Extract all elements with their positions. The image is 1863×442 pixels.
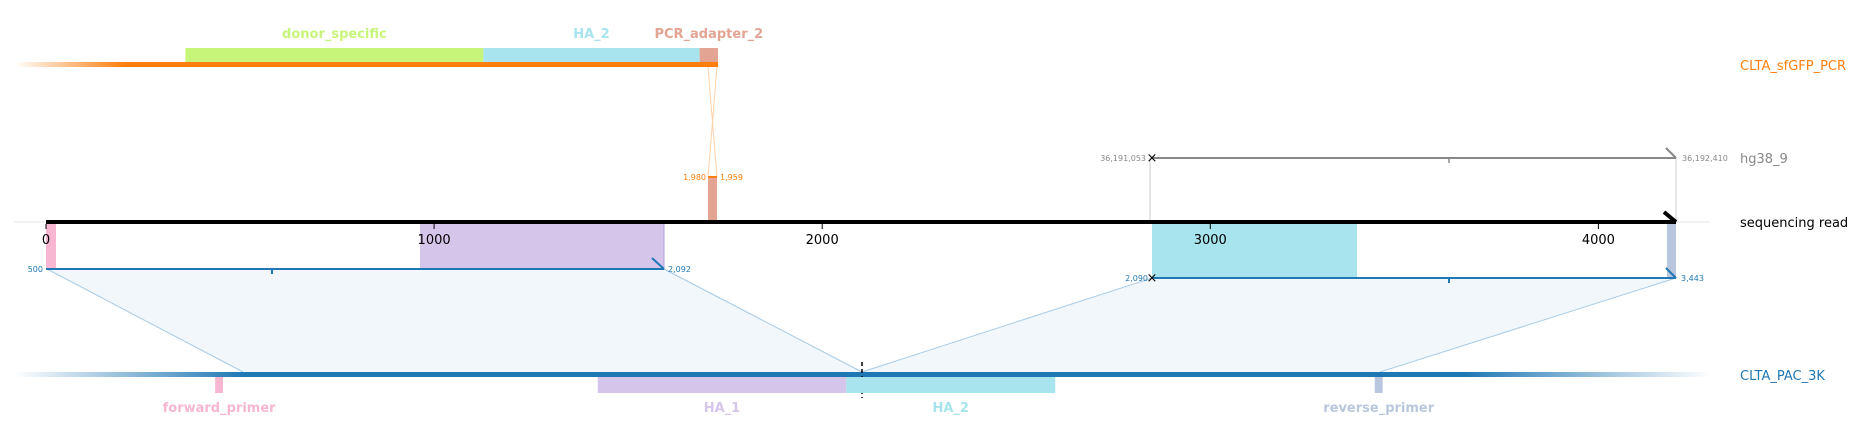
target-alignment-1-right-label: 2,092 (668, 265, 691, 274)
genome-end-arrow (1665, 147, 1677, 159)
read-span-ha-1 (420, 222, 664, 269)
target-feature-label-forward-primer: forward_primer (163, 401, 277, 416)
target-feature-label-ha-1: HA_1 (704, 401, 741, 416)
target-alignment-2-left-label: 2,090 (1125, 274, 1148, 283)
read-line (46, 220, 1676, 224)
alignment-edge (663, 268, 863, 373)
donor-alignment-right-label: 1,959 (720, 173, 743, 182)
target-feature-label-ha-2: HA_2 (932, 401, 969, 416)
target-alignment-1-arrow (651, 257, 665, 270)
read-axis-tick-label: 2000 (806, 233, 839, 248)
read-axis-tick-label: 4000 (1582, 233, 1615, 248)
alignment-edge (1379, 277, 1677, 373)
read-sequence-label: sequencing read (1740, 216, 1848, 231)
target-alignment-2-start-marker: × (1147, 271, 1158, 286)
read-end-arrow (1662, 210, 1678, 224)
target-alignment-2-right-label: 3,443 (1681, 274, 1704, 283)
alignment-edge (46, 268, 244, 373)
target-feature-ha-2 (846, 377, 1056, 393)
donor-feature-pcr-adapter-2 (699, 48, 718, 62)
donor-feature-label-ha-2: HA_2 (573, 27, 610, 42)
target-feature-label-reverse-primer: reverse_primer (1323, 401, 1435, 416)
donor-alignment-left-label: 1,980 (683, 173, 706, 182)
genome-alignment-right-label: 36,192,410 (1682, 154, 1728, 163)
target-alignment-2-arrow (1665, 267, 1677, 279)
target-feature-ha-1 (597, 377, 847, 393)
read-span-reverse-primer (1667, 222, 1676, 278)
target-alignment-1-shade (47, 269, 862, 372)
target-sequence-label: CLTA_PAC_3K (1740, 369, 1825, 384)
donor-alignment-edge (707, 66, 718, 178)
read-span-forward-primer (46, 222, 56, 269)
target-line (244, 372, 1464, 377)
read-span-pcr-adapter (708, 177, 717, 222)
alignment-edge (861, 277, 1153, 373)
target-line-fade-left (14, 372, 244, 377)
donor-feature-label-donor-specific: donor_specific (282, 27, 387, 42)
genome-alignment-left-label: 36,191,053 (1100, 154, 1146, 163)
read-axis-tick-label: 0 (42, 233, 50, 248)
target-line-fade-right (1464, 372, 1710, 377)
read-span-ha-2 (1152, 222, 1357, 278)
donor-feature-donor-specific (185, 48, 484, 62)
target-feature-forward-primer (215, 377, 224, 393)
target-feature-reverse-primer (1374, 377, 1383, 393)
donor-sequence-label: CLTA_sfGFP_PCR (1740, 59, 1846, 74)
donor-feature-label-pcr-adapter-2: PCR_adapter_2 (654, 27, 763, 42)
donor-feature-ha-2 (483, 48, 700, 62)
genome-sequence-label: hg38_9 (1740, 152, 1788, 167)
target-alignment-2-shade (862, 278, 1676, 372)
donor-line-fade (14, 62, 124, 67)
read-axis-tick-label: 1000 (418, 233, 451, 248)
donor-line (124, 62, 718, 67)
read-axis-tick-label: 3000 (1194, 233, 1227, 248)
target-alignment-1-left-label: 500 (28, 265, 43, 274)
genome-start-marker: × (1147, 151, 1158, 166)
